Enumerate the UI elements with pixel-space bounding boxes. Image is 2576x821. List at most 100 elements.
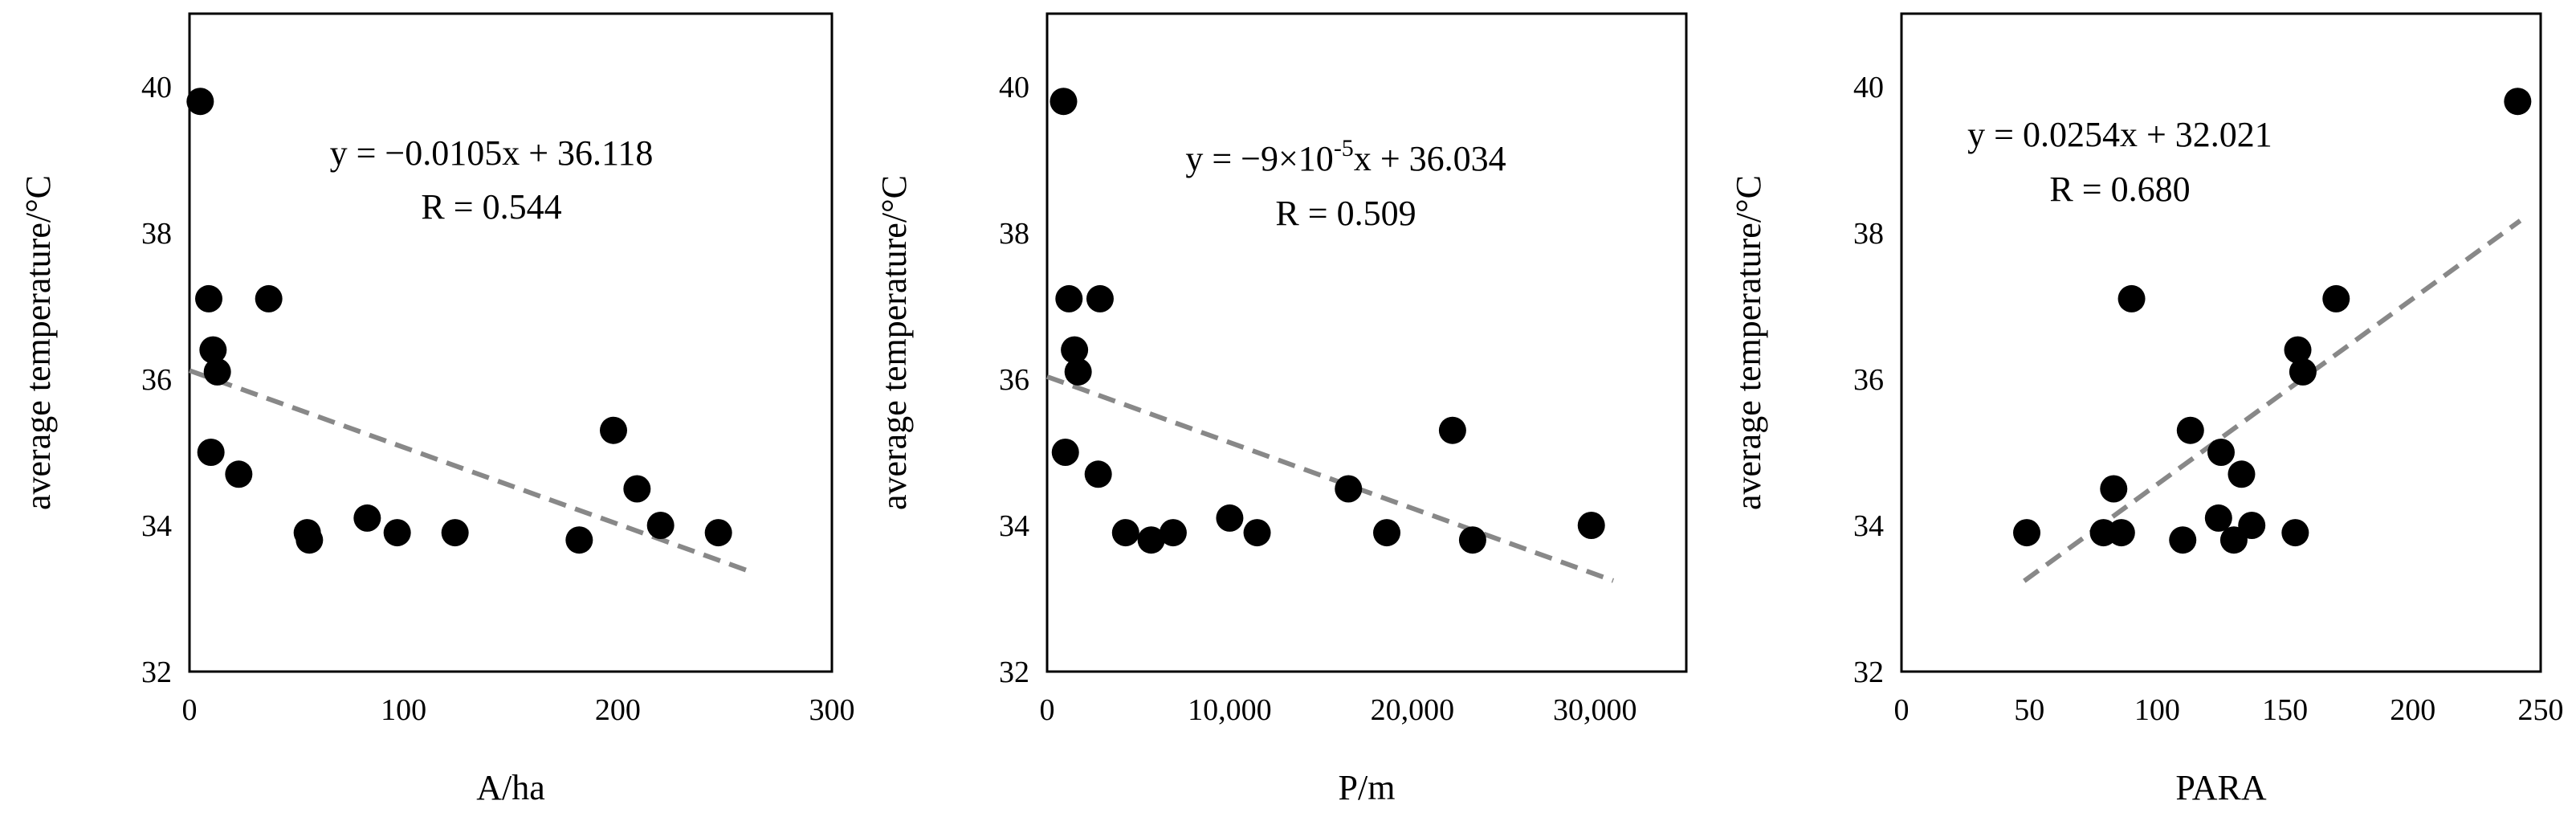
- equation-part: x + 36.034: [1354, 139, 1506, 178]
- regression-equation: y = 0.0254x + 32.021: [1967, 115, 2272, 154]
- data-point: [600, 416, 627, 444]
- y-tick-label: 40: [141, 71, 172, 104]
- y-axis-title: average temperature/°C: [18, 175, 58, 510]
- data-point: [2281, 519, 2309, 547]
- data-point: [2238, 512, 2266, 539]
- correlation-r: R = 0.544: [421, 187, 561, 227]
- data-point: [353, 504, 381, 532]
- data-point: [2117, 284, 2146, 312]
- y-tick-label: 34: [141, 509, 172, 543]
- x-tick-label: 30,000: [1553, 693, 1637, 727]
- trendline: [188, 368, 748, 573]
- x-tick-label: 250: [2518, 693, 2564, 727]
- data-point: [2322, 284, 2350, 312]
- data-point: [2284, 336, 2312, 364]
- data-point: [2289, 357, 2317, 386]
- data-point: [383, 519, 411, 547]
- y-tick-label: 32: [1853, 656, 1884, 689]
- data-point: [199, 336, 227, 364]
- data-point: [1373, 519, 1401, 547]
- data-point: [2013, 519, 2041, 547]
- x-tick-label: 10,000: [1188, 693, 1272, 727]
- data-point: [1055, 284, 1083, 312]
- y-tick-label: 34: [1853, 509, 1884, 543]
- x-tick-label: 0: [1894, 693, 1910, 727]
- x-tick-label: 50: [2014, 693, 2044, 727]
- y-tick-label: 34: [999, 509, 1029, 543]
- data-point: [1159, 519, 1187, 547]
- x-tick-label: 0: [1040, 693, 1055, 727]
- data-point: [1051, 439, 1079, 466]
- data-point: [441, 519, 469, 547]
- regression-equation: y = −9×10-5x + 36.034: [1185, 135, 1506, 178]
- data-point: [225, 460, 253, 488]
- data-point: [2228, 460, 2256, 488]
- data-point: [1243, 519, 1271, 547]
- data-point: [1086, 284, 1114, 312]
- plot-frame: [188, 12, 834, 673]
- y-tick-label: 38: [141, 217, 172, 251]
- data-point: [2169, 526, 2197, 554]
- data-point: [1084, 460, 1112, 488]
- y-tick-label: 38: [999, 217, 1029, 251]
- data-point: [186, 88, 214, 116]
- x-tick-label: 20,000: [1371, 693, 1455, 727]
- x-axis-title: PARA: [2175, 768, 2267, 807]
- correlation-r: R = 0.509: [1275, 194, 1416, 233]
- correlation-r: R = 0.680: [2049, 170, 2190, 209]
- y-tick-label: 36: [1853, 363, 1884, 397]
- data-point: [646, 512, 675, 539]
- y-tick-label: 38: [1853, 217, 1884, 251]
- scatter-plot-3: 32 34 36 38 40 0 50 100 150 200 250 PARA average tem…: [1729, 12, 2564, 807]
- data-point: [195, 284, 222, 312]
- data-point: [2504, 88, 2532, 116]
- data-point: [255, 284, 283, 312]
- x-tick-label: 300: [809, 693, 855, 727]
- y-axis-title: average temperature/°C: [874, 175, 914, 510]
- data-point: [197, 439, 225, 466]
- plot-frame: [1900, 12, 2542, 673]
- data-point: [1438, 416, 1466, 444]
- data-point: [1064, 357, 1092, 386]
- data-point: [1061, 336, 1089, 364]
- data-point: [2176, 416, 2204, 444]
- data-point: [203, 357, 231, 386]
- x-tick-label: 0: [182, 693, 198, 727]
- regression-equation: y = −0.0105x + 36.118: [330, 133, 654, 173]
- data-point: [2207, 439, 2235, 466]
- x-axis-title: P/m: [1339, 768, 1396, 807]
- x-tick-label: 150: [2262, 693, 2308, 727]
- trendline: [2023, 219, 2522, 583]
- trendline: [1045, 374, 1615, 583]
- data-point: [2204, 504, 2232, 532]
- data-point: [623, 475, 651, 503]
- scatter-plot-1: 32 34 36 38 40 0 100 200 300 A/ha average temperat…: [18, 12, 855, 807]
- data-point: [1335, 475, 1363, 503]
- equation-exponent: -5: [1334, 135, 1354, 161]
- equation-part: y = −9×10: [1185, 139, 1333, 178]
- x-axis-title: A/ha: [476, 768, 545, 807]
- data-point: [1050, 88, 1078, 116]
- x-tick-label: 100: [2134, 693, 2180, 727]
- data-point: [1111, 519, 1139, 547]
- x-tick-label: 100: [381, 693, 426, 727]
- x-tick-label: 200: [2390, 693, 2435, 727]
- y-tick-label: 36: [141, 363, 172, 397]
- y-tick-label: 32: [141, 656, 172, 689]
- y-tick-label: 36: [999, 363, 1029, 397]
- data-point: [1458, 526, 1486, 554]
- data-point: [296, 526, 324, 554]
- data-point: [1577, 512, 1605, 539]
- data-point: [2107, 519, 2135, 547]
- data-point: [565, 526, 593, 554]
- data-point: [1216, 504, 1244, 532]
- scatter-plot-2: 32 34 36 38 40 0 10,000 20,000 30,000 P/m average …: [874, 12, 1688, 807]
- y-tick-label: 40: [999, 71, 1029, 104]
- data-point: [2100, 475, 2128, 503]
- y-tick-label: 40: [1853, 71, 1884, 104]
- y-tick-label: 32: [999, 656, 1029, 689]
- y-axis-title: average temperature/°C: [1729, 175, 1768, 510]
- data-point: [1137, 526, 1165, 554]
- data-point: [704, 519, 732, 547]
